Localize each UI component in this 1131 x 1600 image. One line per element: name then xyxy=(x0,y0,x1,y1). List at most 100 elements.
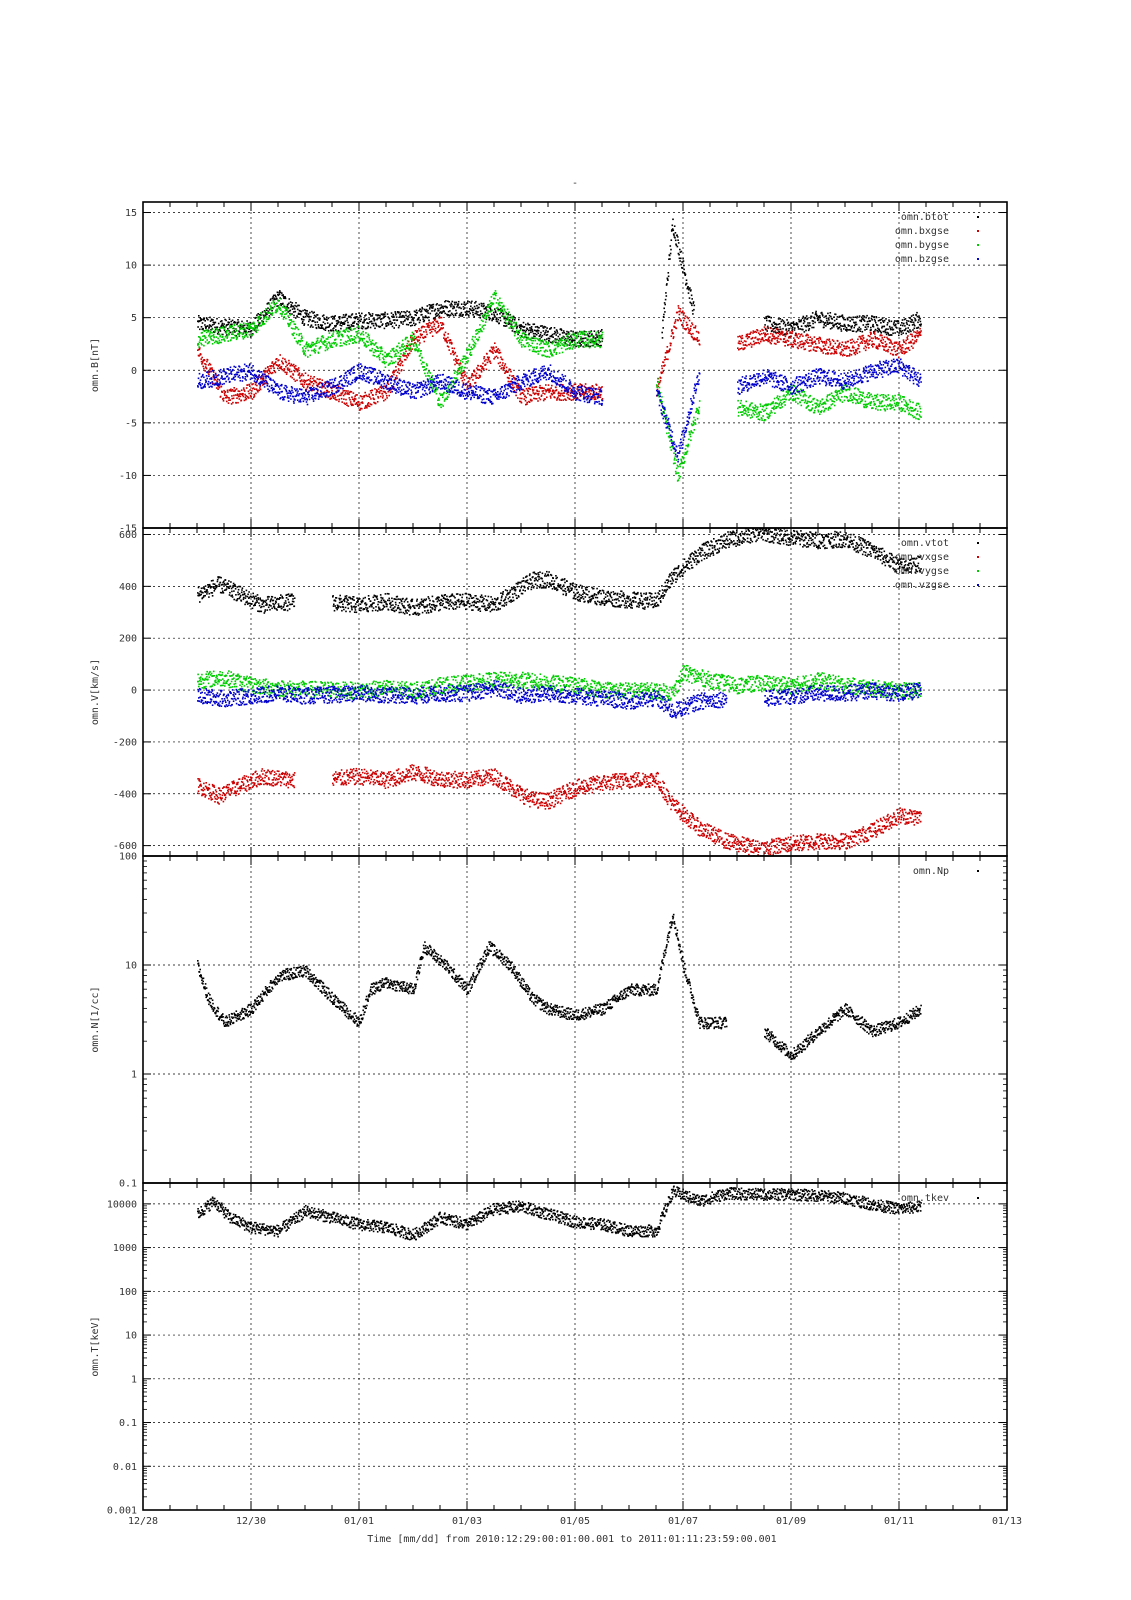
data-point xyxy=(457,300,460,303)
data-point xyxy=(319,317,321,320)
data-point xyxy=(402,351,405,354)
data-point xyxy=(544,343,546,345)
data-point xyxy=(502,310,504,313)
data-point xyxy=(500,310,502,312)
data-point xyxy=(548,356,551,358)
data-point xyxy=(458,314,461,317)
data-point xyxy=(251,323,253,325)
data-point xyxy=(413,333,415,335)
data-point xyxy=(531,342,534,345)
data-point xyxy=(309,377,312,380)
data-point xyxy=(557,391,560,393)
data-point xyxy=(822,352,824,354)
data-point xyxy=(799,328,801,330)
data-point xyxy=(344,340,347,343)
data-point xyxy=(781,332,784,334)
data-point xyxy=(350,404,353,407)
data-point xyxy=(446,306,448,309)
data-point xyxy=(779,332,782,334)
data-point xyxy=(287,322,289,325)
data-point xyxy=(544,355,547,358)
data-point xyxy=(415,336,418,339)
data-point xyxy=(486,309,489,312)
data-point xyxy=(904,350,906,353)
data-point xyxy=(304,372,307,374)
data-point xyxy=(393,315,395,318)
data-point xyxy=(810,315,813,318)
data-point xyxy=(297,368,299,371)
data-point xyxy=(564,348,567,351)
data-point xyxy=(441,403,443,406)
data-point xyxy=(274,303,276,305)
data-point xyxy=(548,337,551,340)
data-point xyxy=(223,392,226,395)
data-point xyxy=(669,440,671,442)
data-point xyxy=(902,339,905,341)
data-point xyxy=(852,316,854,319)
data-point xyxy=(305,388,308,390)
data-point xyxy=(786,319,788,321)
data-point xyxy=(773,342,776,345)
data-point xyxy=(435,315,437,317)
data-point xyxy=(672,337,675,340)
data-point xyxy=(244,329,247,331)
data-point xyxy=(346,392,349,394)
data-point xyxy=(599,390,601,393)
data-point xyxy=(807,322,809,324)
data-point xyxy=(377,355,380,357)
data-point xyxy=(816,338,818,340)
data-point xyxy=(267,307,269,309)
data-point xyxy=(436,320,439,323)
data-point xyxy=(243,399,246,402)
data-point xyxy=(578,346,580,349)
data-point xyxy=(333,386,335,388)
data-point xyxy=(579,333,582,335)
data-point xyxy=(670,449,673,451)
data-point xyxy=(543,387,545,390)
data-point xyxy=(347,321,349,324)
data-point xyxy=(201,322,204,324)
data-point xyxy=(547,384,550,386)
data-point xyxy=(223,329,226,331)
data-point xyxy=(560,340,563,342)
data-point xyxy=(577,335,580,338)
data-point xyxy=(504,311,507,313)
data-point xyxy=(660,377,662,379)
data-point xyxy=(356,316,358,318)
data-point xyxy=(569,335,572,337)
data-point xyxy=(859,335,861,338)
data-point xyxy=(440,304,442,306)
data-point xyxy=(762,338,764,341)
data-point xyxy=(548,391,550,394)
data-point xyxy=(539,347,542,349)
data-point xyxy=(572,330,574,333)
data-point xyxy=(482,305,485,308)
data-point xyxy=(542,390,545,392)
data-point xyxy=(379,346,381,349)
data-point xyxy=(421,308,424,310)
data-point xyxy=(262,375,265,377)
data-point xyxy=(321,335,324,337)
data-point xyxy=(208,333,211,336)
data-point xyxy=(443,400,446,402)
data-point xyxy=(214,321,217,324)
data-point xyxy=(453,307,456,309)
data-point xyxy=(226,337,228,339)
data-point xyxy=(491,313,493,316)
data-point xyxy=(439,392,441,395)
data-point xyxy=(749,332,752,335)
data-point xyxy=(518,384,520,387)
data-point xyxy=(266,313,268,316)
data-point xyxy=(307,385,309,388)
data-point xyxy=(598,339,600,342)
data-point xyxy=(232,390,234,392)
data-point xyxy=(526,401,528,404)
data-point xyxy=(856,315,859,318)
data-point xyxy=(527,329,530,332)
data-point xyxy=(239,395,242,398)
data-point xyxy=(665,416,668,419)
data-point xyxy=(326,343,328,345)
data-point xyxy=(832,325,835,327)
data-point xyxy=(217,388,219,390)
data-point xyxy=(690,333,692,335)
